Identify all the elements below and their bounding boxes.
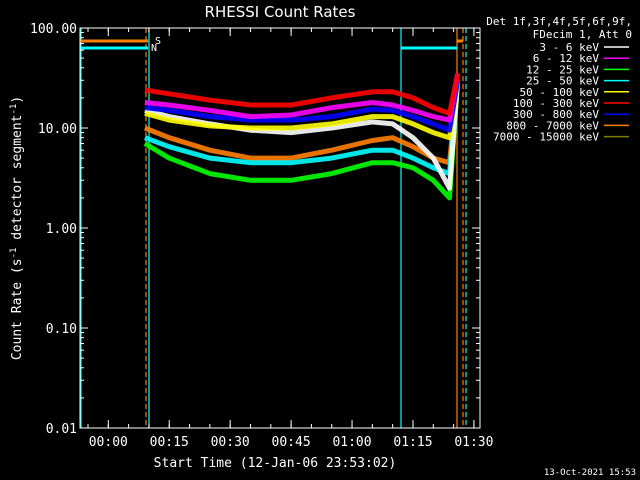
legend-entry-label: 12 - 25 keV [526,63,599,76]
timestamp: 13-Oct-2021 15:53 [544,468,636,478]
x-tick-label: 01:30 [454,435,493,450]
legend-entry-label: 800 - 7000 keV [506,119,599,132]
night-label: N [151,43,157,54]
legend-header-line-2: FDecim 1, Att 0 [533,28,632,41]
legend-entry-label: 7000 - 15000 keV [493,131,599,144]
legend-entry-label: 100 - 300 keV [513,97,599,110]
series-line [144,79,461,133]
y-axis-label: Count Rate (s-1 detector segment-1) [9,96,25,360]
series-line [144,79,461,141]
y-tick-label: 10.00 [38,122,77,137]
plot-frame [79,27,481,429]
legend-entry-label: 3 - 6 keV [539,41,599,54]
chart-title: RHESSI Count Rates [205,3,356,21]
x-tick-label: 00:00 [89,435,128,450]
y-tick-label: 100.00 [30,22,77,37]
legend-entry-label: 25 - 50 keV [526,75,599,88]
saa-label: S [155,36,161,47]
series-line [144,73,461,123]
x-tick-label: 01:15 [393,435,432,450]
legend-entry-label: 6 - 12 keV [533,52,600,65]
series-line [144,80,461,177]
x-tick-label: 00:45 [272,435,311,450]
plot-area: SN [80,28,467,428]
legend-entry-label: 300 - 800 keV [513,108,599,121]
x-tick-label: 00:15 [150,435,189,450]
y-axis: 0.01 0.10 1.00 10.00 100.00 [30,22,480,437]
y-tick-label: 0.01 [46,422,77,437]
y-tick-label: 1.00 [46,222,77,237]
legend-entry-label: 50 - 100 keV [520,86,600,99]
legend: Det 1f,3f,4f,5f,6f,9f, FDecim 1, Att 0 3… [486,15,632,144]
x-tick-label: 00:30 [211,435,250,450]
legend-header-line-1: Det 1f,3f,4f,5f,6f,9f, [486,15,632,28]
x-tick-label: 01:00 [332,435,371,450]
series-line [143,80,461,201]
x-axis: 00:00 00:15 00:30 00:45 01:00 01:15 01:30 [87,28,493,450]
y-tick-label: 0.10 [46,322,77,337]
series-line [144,73,461,116]
x-axis-label: Start Time (12-Jan-06 23:53:02) [154,456,397,471]
